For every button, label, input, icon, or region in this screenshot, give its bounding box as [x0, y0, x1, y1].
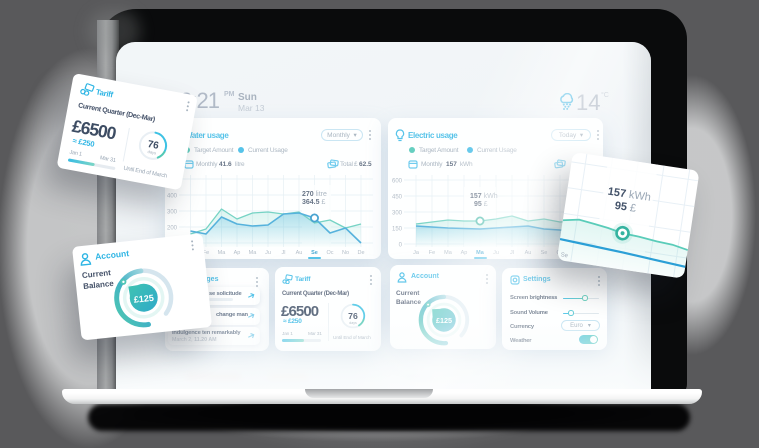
- svg-text:76: 76: [147, 139, 160, 152]
- svg-text:£125: £125: [133, 293, 154, 305]
- svg-text:Se: Se: [560, 252, 569, 259]
- svg-text:days: days: [147, 149, 156, 155]
- svg-text:95 £: 95 £: [614, 200, 637, 215]
